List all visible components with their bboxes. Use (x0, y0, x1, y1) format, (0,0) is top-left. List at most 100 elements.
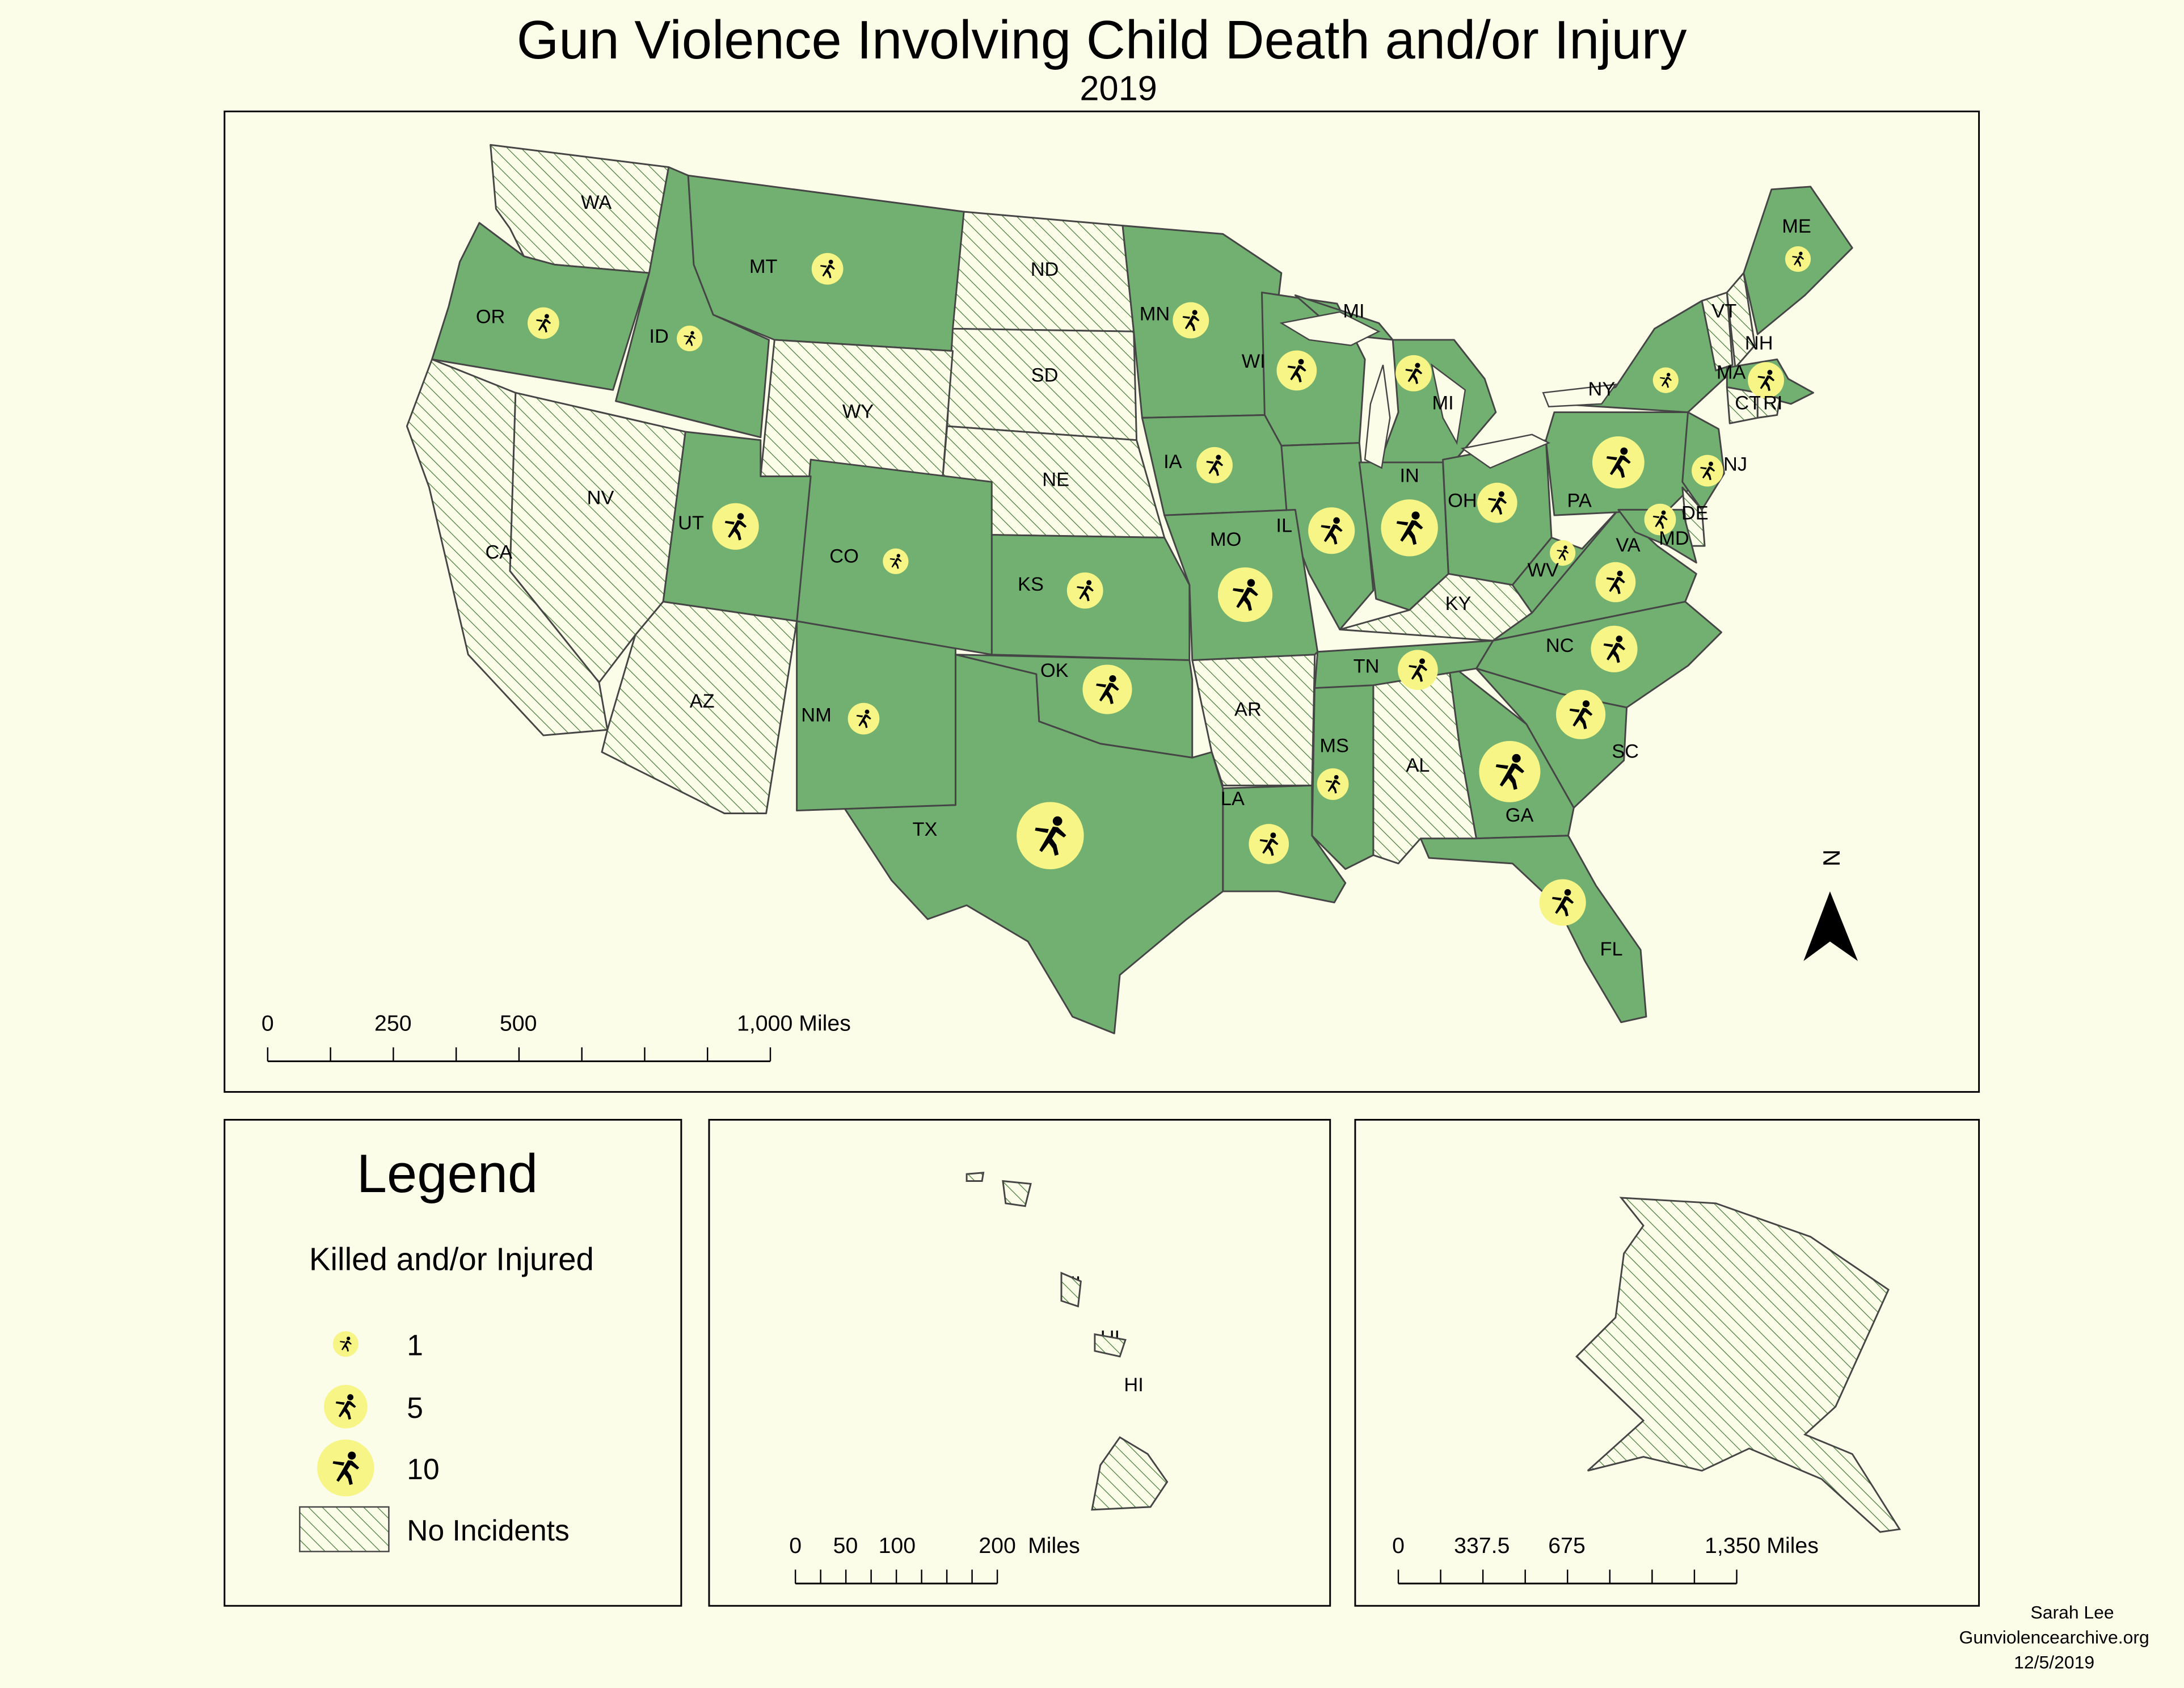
state-label-pa: PA (1567, 490, 1591, 511)
state-ms[interactable] (1311, 664, 1375, 870)
state-label-nc: NC (1546, 635, 1574, 656)
state-label-nj: NJ (1723, 454, 1747, 475)
main-scale-bar: 0 250 500 1,000 Miles (262, 1011, 851, 1062)
incident-symbol-ms (1317, 768, 1349, 800)
north-arrow-label: N (1818, 849, 1845, 866)
state-label-ks: KS (1018, 574, 1044, 595)
incident-symbol-ga (1479, 740, 1541, 802)
legend-no-incidents-swatch (299, 1506, 390, 1552)
great-lakes (1279, 311, 1617, 469)
state-label-ct: CT (1735, 393, 1761, 414)
incident-symbol-md (1644, 503, 1676, 536)
north-arrow-icon: N (1803, 849, 1858, 961)
state-fl[interactable] (1419, 835, 1647, 1024)
incident-symbol-fl (1539, 879, 1586, 926)
legend-item-label-10: 10 (407, 1453, 439, 1485)
incident-symbol-ma (1748, 362, 1784, 399)
incident-symbol-ut (712, 503, 759, 550)
hawaii-scale-label-miles: Miles (1028, 1533, 1080, 1558)
incident-symbol-nm (848, 702, 880, 735)
state-label-nd: ND (1031, 259, 1059, 280)
main-scale-label-1000: 1,000 Miles (737, 1011, 851, 1035)
incident-symbol-or (528, 307, 559, 339)
legend-symbol-10 (317, 1439, 374, 1497)
credits: Sarah Lee Gunviolencearchive.org 12/5/20… (1959, 1602, 2149, 1672)
state-az[interactable] (601, 600, 798, 814)
main-scale-label-250: 250 (374, 1011, 412, 1035)
state-label-ne: NE (1042, 469, 1069, 491)
legend-item-label-1: 1 (407, 1328, 423, 1361)
state-nh[interactable] (1726, 272, 1756, 369)
state-label-md: MD (1659, 528, 1689, 549)
incident-symbol-tx (1017, 802, 1084, 870)
state-label-az: AZ (690, 691, 715, 712)
alaska-scale-label-0: 0 (1392, 1533, 1405, 1558)
alaska-frame (1354, 1119, 1980, 1607)
alaska-inset (1575, 1197, 1901, 1533)
hawaii-scale-label-50: 50 (833, 1533, 858, 1558)
legend-item-label-5: 5 (407, 1391, 423, 1424)
state-hi-3[interactable] (1060, 1272, 1082, 1308)
state-label-mn: MN (1140, 304, 1170, 325)
state-label-ny: NY (1588, 378, 1616, 400)
state-label-sd: SD (1031, 365, 1059, 386)
legend: Legend Killed and/or Injured 1 5 10 No I… (299, 1143, 594, 1552)
state-label-nh: NH (1745, 332, 1773, 354)
incident-symbol-il (1308, 507, 1355, 554)
state-hi-4[interactable] (1094, 1333, 1127, 1358)
legend-no-incidents-label: No Incidents (407, 1514, 569, 1547)
incident-symbol-pa (1592, 436, 1645, 489)
incident-symbol-me (1785, 246, 1811, 272)
legend-frame (224, 1119, 682, 1607)
incident-symbol-wv (1550, 540, 1576, 566)
hawaii-scale-label-200: 200 (979, 1533, 1016, 1558)
incident-symbol-mt (811, 252, 844, 285)
incident-symbol-nj (1692, 454, 1723, 487)
state-label-mt: MT (749, 256, 778, 277)
state-label-mo: MO (1210, 529, 1241, 550)
incident-symbol-va (1595, 562, 1636, 603)
state-ca[interactable] (406, 358, 609, 736)
incident-symbol-ks (1066, 572, 1103, 609)
state-label-wy: WY (842, 401, 874, 422)
incident-symbol-mn (1173, 302, 1209, 339)
state-label-ri: RI (1763, 393, 1782, 414)
state-vt[interactable] (1701, 291, 1734, 372)
alaska-scale-label-675: 675 (1548, 1533, 1586, 1558)
state-label-ms: MS (1319, 735, 1349, 756)
state-label-ca: CA (485, 541, 512, 563)
labels-layer: WA OR ID MT ND SD WY NE MN WI MI MI IA IL IN OH KY WV VA PA… (476, 192, 1811, 1492)
main-map-frame (224, 110, 1980, 1093)
credit-source: Gunviolencearchive.org (1959, 1627, 2149, 1647)
incident-symbol-sc (1555, 689, 1606, 739)
state-label-il: IL (1276, 515, 1292, 537)
state-hi-2[interactable] (1002, 1180, 1032, 1207)
incident-symbol-mo (1217, 567, 1273, 622)
state-ak[interactable] (1575, 1197, 1901, 1533)
state-label-ok: OK (1040, 660, 1069, 681)
alaska-scale-label-1350: 1,350 Miles (1705, 1533, 1819, 1558)
state-label-ia: IA (1163, 451, 1182, 473)
state-label-mi: MI (1343, 301, 1364, 322)
state-label-al: AL (1406, 755, 1430, 776)
hawaii-scale-label-0: 0 (789, 1533, 802, 1558)
main-scale-label-0: 0 (262, 1011, 274, 1035)
alaska-scale-bar: 0 337.5 675 1,350 Miles (1392, 1533, 1819, 1585)
state-hi-5[interactable] (1091, 1436, 1169, 1511)
incident-symbol-oh (1477, 482, 1517, 523)
state-label-ma: MA (1717, 362, 1746, 384)
state-label-va: VA (1616, 534, 1640, 556)
credit-author: Sarah Lee (2030, 1602, 2114, 1622)
state-label-de: DE (1681, 503, 1709, 524)
state-label-mi: MI (1432, 393, 1453, 414)
states-layer (406, 144, 1853, 1034)
alaska-scale-label-337: 337.5 (1454, 1533, 1510, 1558)
state-al[interactable] (1372, 662, 1477, 865)
state-label-sc: SC (1612, 740, 1639, 762)
incident-symbol-id (677, 325, 703, 352)
state-or[interactable] (431, 222, 650, 391)
state-hi-1[interactable] (965, 1172, 985, 1182)
incident-symbol-tn (1398, 650, 1438, 691)
incident-symbol-nc (1591, 625, 1638, 672)
